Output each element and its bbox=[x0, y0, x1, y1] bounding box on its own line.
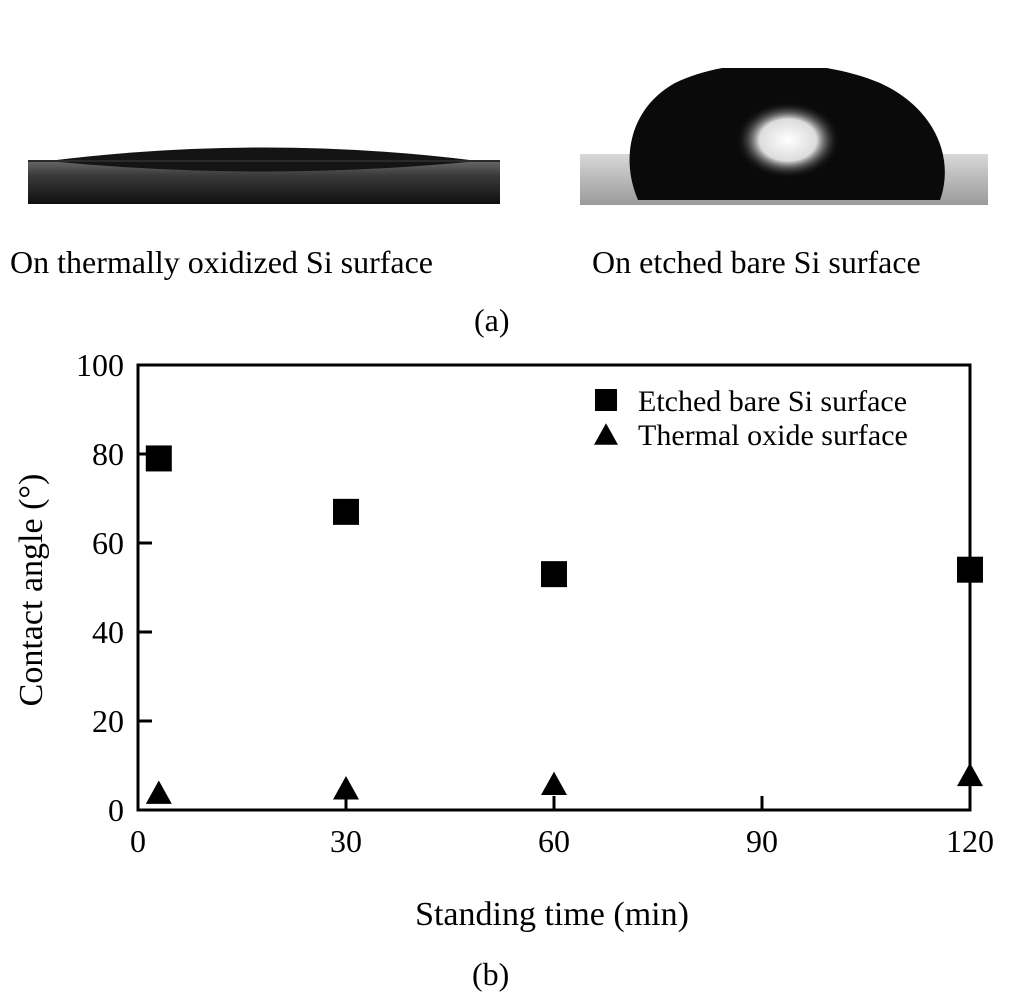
y-tick-label: 60 bbox=[92, 525, 124, 561]
triangle-data-point bbox=[541, 771, 567, 795]
y-tick-label: 0 bbox=[108, 792, 124, 828]
square-data-point bbox=[957, 556, 983, 583]
y-axis-label: Contact angle (°) bbox=[13, 474, 50, 707]
x-tick-label: 90 bbox=[746, 823, 778, 859]
triangle-data-point bbox=[957, 762, 983, 787]
legend-entry-label: Etched bare Si surface bbox=[638, 385, 907, 418]
oxidized-surface-droplet-photo bbox=[28, 140, 500, 204]
bare-si-caption: On etched bare Si surface bbox=[592, 244, 921, 280]
y-tick-label: 100 bbox=[76, 347, 124, 383]
x-tick-label: 30 bbox=[330, 823, 362, 859]
oxidized-surface-caption: On thermally oxidized Si surface bbox=[10, 244, 433, 280]
chart-ticks: 0 30 60 90 120 0 20 40 60 80 100 bbox=[76, 347, 994, 859]
y-tick-label: 20 bbox=[92, 703, 124, 739]
x-tick-label: 0 bbox=[130, 823, 146, 859]
y-tick-label: 80 bbox=[92, 436, 124, 472]
panel-b-label: (b) bbox=[472, 956, 510, 992]
bare-si-droplet-photo bbox=[580, 68, 988, 205]
square-data-point bbox=[333, 498, 359, 525]
y-tick-label: 40 bbox=[92, 614, 124, 650]
x-axis-label: Standing time (min) bbox=[415, 896, 689, 933]
legend-entry-label: Thermal oxide surface bbox=[638, 419, 908, 452]
square-data-point bbox=[145, 445, 172, 472]
panel-a-label: (a) bbox=[474, 302, 510, 338]
chart-points bbox=[145, 445, 983, 804]
x-tick-label: 60 bbox=[538, 823, 570, 859]
square-data-point bbox=[541, 561, 567, 588]
triangle-data-point bbox=[333, 776, 359, 800]
contact-angle-chart: 0 30 60 90 120 0 20 40 60 80 100 Etched bare Si su… bbox=[13, 347, 994, 933]
legend-square-marker bbox=[595, 389, 617, 411]
legend-triangle-marker bbox=[594, 423, 618, 445]
triangle-data-point bbox=[145, 780, 172, 804]
x-tick-label: 120 bbox=[946, 823, 994, 859]
